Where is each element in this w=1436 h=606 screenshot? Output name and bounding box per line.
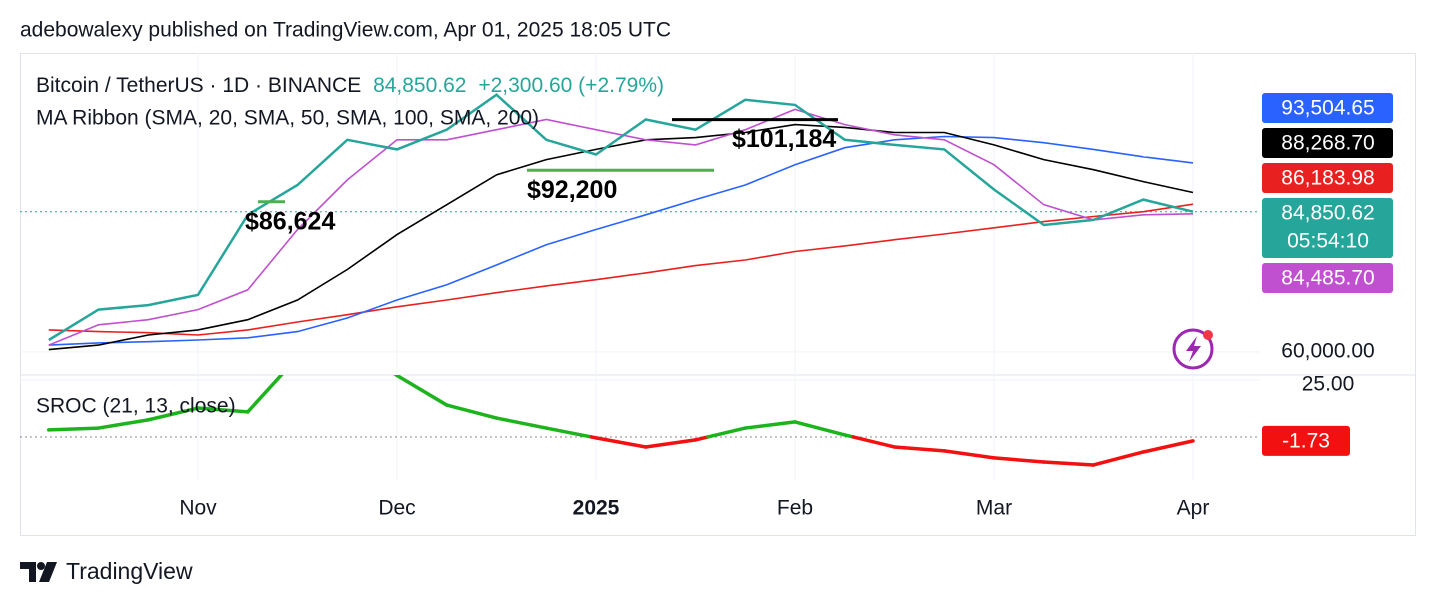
price-tag-label: 86,183.98 bbox=[1281, 167, 1374, 190]
price-tag bbox=[1262, 163, 1393, 193]
sroc-segment bbox=[693, 435, 710, 442]
countdown: 05:54:10 bbox=[1287, 230, 1369, 253]
ma-line bbox=[48, 203, 1194, 336]
price-tag bbox=[1262, 263, 1393, 293]
sroc-segment bbox=[1141, 439, 1195, 454]
ma-line bbox=[48, 135, 1194, 346]
sroc-segment bbox=[992, 456, 1046, 464]
ma-line bbox=[48, 108, 1194, 346]
sroc-segment bbox=[544, 426, 594, 439]
sroc-segment bbox=[594, 436, 648, 449]
sroc-segment bbox=[743, 420, 797, 430]
x-tick-label: Apr bbox=[1177, 497, 1210, 520]
price-tag-label: 84,850.62 bbox=[1281, 202, 1374, 225]
sroc-segment bbox=[96, 418, 150, 430]
sroc-segment bbox=[892, 445, 946, 453]
ma-line bbox=[48, 123, 1194, 351]
sroc-tag-label: -1.73 bbox=[1282, 429, 1330, 452]
price-tag-label: 84,485.70 bbox=[1281, 267, 1374, 290]
sroc-tag bbox=[1262, 425, 1350, 456]
sroc-segment bbox=[395, 375, 449, 407]
sroc-segment bbox=[196, 406, 250, 414]
x-tick-label: Mar bbox=[976, 497, 1012, 520]
alert-icon[interactable] bbox=[1172, 328, 1214, 370]
price-tag-label: 93,504.65 bbox=[1281, 97, 1374, 120]
price-change: +2,300.60 (+2.79%) bbox=[478, 74, 664, 97]
x-tick-label: Feb bbox=[777, 497, 813, 520]
sroc-legend: SROC (21, 13, close) bbox=[36, 395, 236, 418]
grid bbox=[20, 53, 1260, 480]
sroc-pane bbox=[20, 375, 1260, 467]
sroc-segment bbox=[706, 426, 747, 439]
price-tag bbox=[1262, 198, 1393, 258]
sroc-segment bbox=[146, 406, 200, 422]
sroc-segment bbox=[445, 403, 499, 420]
level-label: $92,200 bbox=[527, 176, 617, 204]
price-line bbox=[48, 93, 1194, 342]
sroc-segment bbox=[47, 426, 101, 432]
price-pane bbox=[20, 93, 1260, 351]
footer-brand: TradingView bbox=[66, 558, 193, 584]
price-legend: Bitcoin / TetherUS · 1D · BINANCE 84,850… bbox=[36, 74, 664, 97]
price-tag bbox=[1262, 93, 1393, 123]
x-tick-label: 2025 bbox=[573, 497, 620, 520]
sroc-segment bbox=[644, 438, 698, 449]
sroc-segment bbox=[1091, 450, 1145, 467]
x-tick-label: Nov bbox=[179, 497, 217, 520]
tradingview-logo bbox=[20, 562, 57, 582]
sroc-segment bbox=[494, 416, 548, 430]
sroc-segment bbox=[1042, 460, 1096, 467]
last-price: 84,850.62 bbox=[373, 74, 466, 97]
price-tag-label: 88,268.70 bbox=[1281, 132, 1374, 155]
y-tick-label: 25.00 bbox=[1302, 373, 1355, 396]
price-tag bbox=[1262, 128, 1393, 158]
sroc-segment bbox=[851, 435, 897, 449]
header: adebowalexy published on TradingView.com… bbox=[20, 19, 671, 42]
level-label: $86,624 bbox=[245, 207, 335, 235]
indicator-legend: MA Ribbon (SMA, 20, SMA, 50, SMA, 100, S… bbox=[36, 107, 539, 130]
sroc-segment bbox=[942, 449, 996, 460]
axes: Nov Dec 2025 Feb Mar Apr 60,000.00 25.00 $86,624… bbox=[179, 93, 1393, 520]
y-tick-label: 60,000.00 bbox=[1281, 339, 1374, 362]
symbol-title: Bitcoin / TetherUS · 1D · BINANCE bbox=[36, 74, 361, 97]
level-label: $101,184 bbox=[732, 125, 836, 153]
sroc-segment bbox=[793, 420, 847, 437]
x-tick-label: Dec bbox=[378, 497, 415, 520]
chart-frame bbox=[20, 53, 1416, 536]
sroc-segment bbox=[246, 375, 284, 414]
